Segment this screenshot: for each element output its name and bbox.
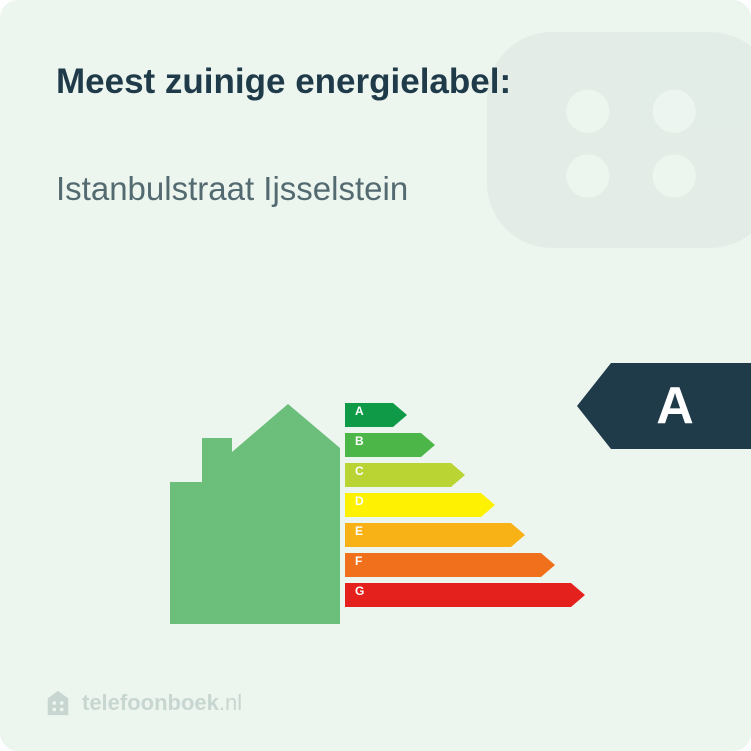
energy-bar-arrow: [393, 403, 407, 427]
energy-bar-shape: [345, 523, 525, 547]
footer-brand-name: telefoonboek: [82, 690, 219, 715]
energy-bar-arrow: [451, 463, 465, 487]
energy-label-chart: A B C D E F G: [170, 380, 590, 625]
energy-bar-label: A: [355, 404, 364, 418]
footer-text: telefoonboek.nl: [82, 690, 242, 716]
energy-bar-body: [345, 403, 393, 427]
energy-bar-body: [345, 553, 541, 577]
energy-bar-shape: [345, 553, 555, 577]
result-badge-arrow: [577, 363, 611, 449]
location-name: Istanbulstraat Ijsselstein: [56, 170, 408, 208]
energy-bar-arrow: [571, 583, 585, 607]
energy-bar-shape: [345, 583, 585, 607]
house-icon: [170, 404, 340, 624]
energy-bar-label: D: [355, 494, 364, 508]
energy-bar-arrow: [481, 493, 495, 517]
phonebook-icon: [44, 689, 72, 717]
energy-bar-arrow: [511, 523, 525, 547]
energy-bar-arrow: [541, 553, 555, 577]
background-phone-icon: [451, 0, 751, 320]
energy-bar-label: B: [355, 434, 364, 448]
footer-tld: .nl: [219, 690, 242, 715]
energy-label-card: Meest zuinige energielabel: Istanbulstra…: [0, 0, 751, 751]
energy-bar-body: [345, 583, 571, 607]
energy-bar-body: [345, 493, 481, 517]
energy-bar-label: G: [355, 584, 364, 598]
card-title: Meest zuinige energielabel:: [56, 62, 511, 102]
energy-bar-body: [345, 523, 511, 547]
energy-bar-shape: [345, 493, 495, 517]
result-letter: A: [656, 376, 694, 436]
energy-bar-label: F: [355, 554, 362, 568]
footer-brand: telefoonboek.nl: [44, 689, 242, 717]
result-badge-body: A: [611, 363, 751, 449]
energy-bar-arrow: [421, 433, 435, 457]
energy-bar-label: E: [355, 524, 363, 538]
result-badge: A: [577, 363, 751, 449]
energy-bar-label: C: [355, 464, 364, 478]
